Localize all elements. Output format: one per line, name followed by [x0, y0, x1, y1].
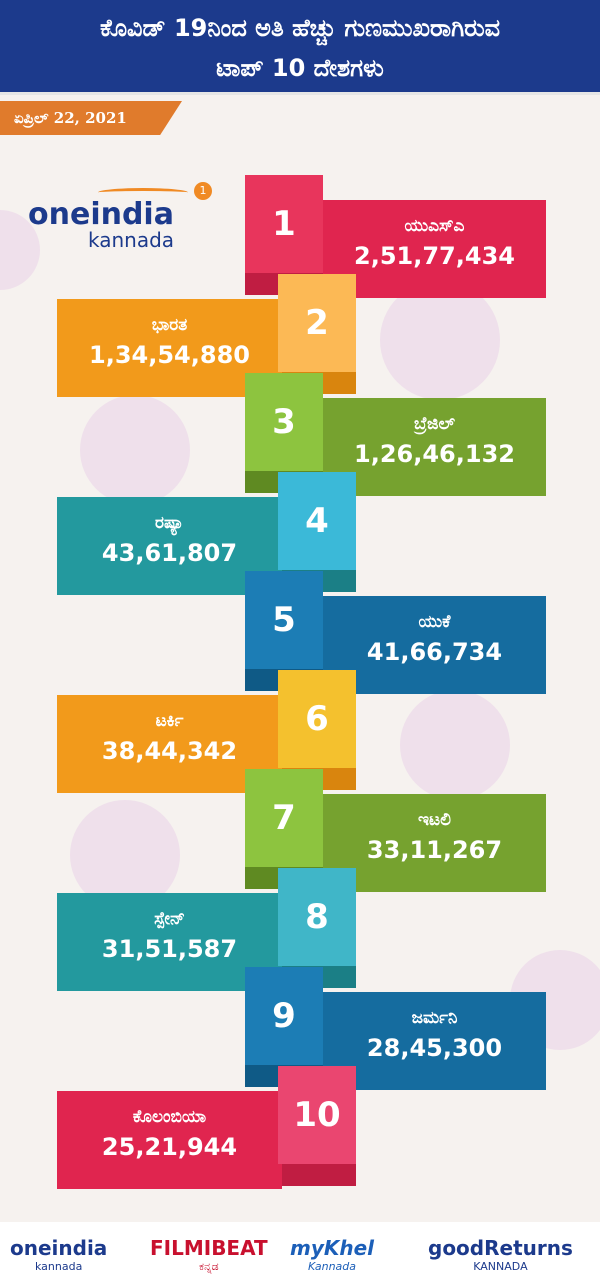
recovered-count: 41,66,734	[366, 638, 503, 666]
rank-number: 6	[278, 670, 356, 768]
logo-name: oneindia	[28, 197, 174, 232]
brand-name: FILMIBEAT	[150, 1236, 268, 1260]
virus-decoration	[70, 800, 180, 910]
country-name: ಸ್ಪೇನ್	[154, 909, 185, 929]
rank-shadow	[278, 1164, 356, 1186]
country-name: ಯುಎಸ್ಎ	[404, 216, 465, 236]
brand: oneindia kannada	[10, 1236, 107, 1273]
rank-number: 2	[278, 274, 356, 372]
recovered-count: 38,44,342	[101, 737, 238, 765]
brand-name: oneindia	[10, 1236, 108, 1260]
logo-sub: kannada	[88, 228, 175, 252]
brand-sub: kannada	[34, 1260, 83, 1273]
logo-badge: 1	[194, 182, 212, 200]
country-card: ಯುಕೆ 41,66,734	[323, 596, 546, 694]
country-name: ಇಟಲಿ	[418, 810, 451, 830]
recovered-count: 1,34,54,880	[89, 341, 250, 369]
recovered-count: 43,61,807	[101, 539, 238, 567]
brand: FILMIBEAT ಕನ್ನಡ	[150, 1236, 268, 1274]
brand-sub: KANNADA	[473, 1260, 528, 1273]
logo: oneindia 1 kannada	[28, 182, 212, 252]
country-name: ಭಾರತ	[151, 315, 188, 335]
rank-number: 9	[245, 967, 323, 1065]
brand-name: myKhel	[290, 1236, 375, 1260]
country-card: ಕೊಲಂಬಿಯಾ 25,21,944	[57, 1091, 282, 1189]
country-card: ಸ್ಪೇನ್ 31,51,587	[57, 893, 282, 991]
virus-decoration	[380, 280, 500, 400]
header: ಕೊವಿಡ್ 19ನಿಂದ ಅತಿ ಹೆಚ್ಚು ಗುಣಮುಖರಾಗಿರುವ ಟ…	[0, 0, 600, 95]
country-name: ರಷ್ಯಾ	[155, 513, 184, 533]
title-line: ಟಾಪ್ 10 ದೇಶಗಳು	[216, 54, 384, 82]
footer: oneindia kannada FILMIBEAT ಕನ್ನಡ myKhel Kan…	[0, 1222, 600, 1284]
rank-number: 4	[278, 472, 356, 570]
country-card: ಟರ್ಕಿ 38,44,342	[57, 695, 282, 793]
recovered-count: 2,51,77,434	[354, 242, 515, 270]
brand: myKhel Kannada	[290, 1236, 374, 1273]
country-card: ರಷ್ಯಾ 43,61,807	[57, 497, 282, 595]
virus-decoration	[80, 395, 190, 505]
country-name: ಟರ್ಕಿ	[155, 711, 184, 731]
country-name: ಯುಕೆ	[418, 612, 451, 632]
country-name: ಬ್ರೆಜಿಲ್	[414, 414, 455, 434]
rank-number: 1	[245, 175, 323, 273]
rank-number: 5	[245, 571, 323, 669]
title-line: ಕೊವಿಡ್ 19ನಿಂದ ಅತಿ ಹೆಚ್ಚು ಗುಣಮುಖರಾಗಿರುವ	[99, 14, 501, 42]
virus-decoration	[400, 690, 510, 800]
rank-number: 10	[278, 1066, 356, 1164]
recovered-count: 33,11,267	[366, 836, 503, 864]
country-card: ಬ್ರೆಜಿಲ್ 1,26,46,132	[323, 398, 546, 496]
date-tag: ಏಪ್ರಿಲ್ 22, 2021	[0, 101, 182, 135]
country-card: ಯುಎಸ್ಎ 2,51,77,434	[323, 200, 546, 298]
recovered-count: 31,51,587	[101, 935, 238, 963]
brand-sub: ಕನ್ನಡ	[199, 1260, 219, 1273]
recovered-count: 28,45,300	[366, 1034, 503, 1062]
rank-number: 3	[245, 373, 323, 471]
country-name: ಜರ್ಮನಿ	[411, 1008, 458, 1028]
rank-number: 7	[245, 769, 323, 867]
recovered-count: 1,26,46,132	[354, 440, 515, 468]
brand-sub: Kannada	[308, 1260, 357, 1273]
brand-name: goodReturns	[428, 1236, 573, 1260]
brand: goodReturns KANNADA	[428, 1236, 573, 1273]
country-name: ಕೊಲಂಬಿಯಾ	[132, 1107, 207, 1127]
rank-number: 8	[278, 868, 356, 966]
recovered-count: 25,21,944	[101, 1133, 238, 1161]
country-card: ಇಟಲಿ 33,11,267	[323, 794, 546, 892]
country-card: ಜರ್ಮನಿ 28,45,300	[323, 992, 546, 1090]
country-card: ಭಾರತ 1,34,54,880	[57, 299, 282, 397]
